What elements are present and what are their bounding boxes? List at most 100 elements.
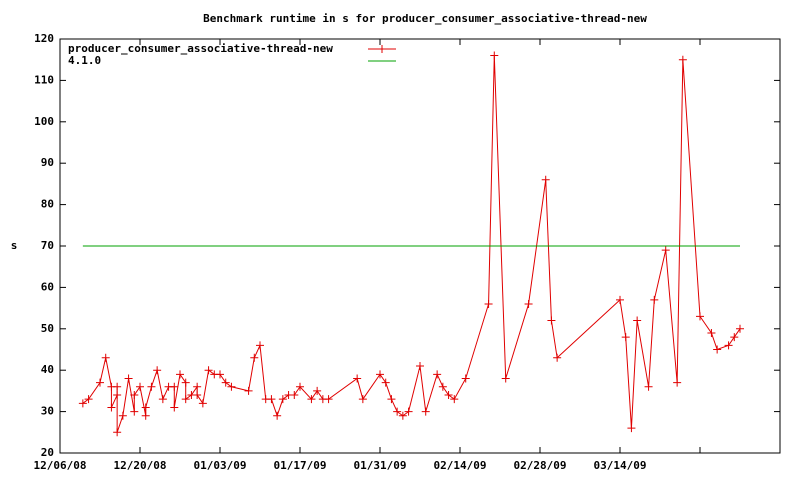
point-marker: [730, 333, 739, 342]
x-tick-label: 02/28/09: [514, 459, 567, 472]
point-marker: [244, 386, 253, 395]
x-tick-label: 12/06/08: [34, 459, 87, 472]
point-marker: [433, 370, 442, 379]
point-marker: [678, 55, 687, 64]
point-marker: [273, 411, 282, 420]
point-marker: [644, 382, 653, 391]
point-marker: [181, 395, 190, 404]
point-marker: [398, 411, 407, 420]
point-marker: [227, 382, 236, 391]
point-marker: [193, 382, 202, 391]
point-marker: [461, 374, 470, 383]
x-tick-label: 01/03/09: [194, 459, 247, 472]
point-marker: [84, 395, 93, 404]
point-marker: [221, 378, 230, 387]
point-marker: [296, 382, 304, 391]
point-marker: [113, 428, 122, 437]
point-marker: [404, 407, 413, 416]
point-marker: [381, 378, 390, 387]
y-tick-label: 20: [41, 446, 54, 459]
point-marker: [324, 395, 333, 404]
point-marker: [158, 395, 167, 404]
point-marker: [450, 395, 459, 404]
point-marker: [118, 411, 127, 420]
point-marker: [547, 316, 556, 325]
point-marker: [113, 382, 122, 391]
point-marker: [438, 382, 447, 391]
x-tick-label: 01/31/09: [354, 459, 407, 472]
y-axis-label: s: [11, 239, 18, 252]
y-tick-label: 70: [41, 239, 54, 252]
point-marker: [616, 295, 624, 304]
point-marker: [707, 328, 716, 337]
point-marker: [313, 386, 322, 395]
point-marker: [193, 391, 202, 400]
point-marker: [696, 312, 704, 321]
y-tick-label: 110: [34, 73, 54, 86]
point-marker: [198, 399, 207, 408]
y-tick-label: 100: [34, 115, 54, 128]
point-marker: [170, 403, 179, 412]
point-marker: [130, 391, 139, 400]
point-marker: [107, 403, 116, 412]
point-marker: [147, 382, 156, 391]
point-marker: [353, 374, 362, 383]
series-line: [82, 55, 741, 433]
point-marker: [490, 51, 499, 60]
point-marker: [250, 353, 259, 362]
y-tick-label: 30: [41, 405, 54, 418]
point-marker: [633, 316, 642, 325]
y-tick-label: 120: [34, 32, 54, 45]
point-marker: [650, 295, 659, 304]
point-marker: [153, 366, 162, 375]
point-marker: [113, 391, 122, 400]
point-marker: [673, 378, 682, 387]
point-marker: [376, 370, 384, 379]
point-marker: [524, 299, 533, 308]
y-tick-label: 40: [41, 363, 54, 376]
x-tick-label: 12/20/08: [114, 459, 167, 472]
y-tick-label: 60: [41, 280, 54, 293]
point-marker: [136, 382, 144, 391]
y-tick-label: 80: [41, 198, 54, 211]
point-marker: [358, 395, 367, 404]
point-marker: [96, 378, 104, 387]
point-marker: [541, 175, 550, 184]
point-marker: [444, 391, 453, 400]
point-marker: [661, 246, 670, 255]
x-tick-label: 02/14/09: [434, 459, 487, 472]
x-tick-label: 01/17/09: [274, 459, 327, 472]
point-marker: [101, 353, 110, 362]
point-marker: [78, 399, 87, 408]
point-marker: [553, 353, 562, 362]
point-marker: [421, 407, 430, 416]
point-marker: [713, 345, 722, 354]
point-marker: [627, 424, 636, 433]
point-marker: [307, 395, 316, 404]
point-marker: [181, 378, 190, 387]
legend-marker: [378, 45, 386, 53]
point-marker: [216, 370, 224, 379]
point-marker: [141, 411, 150, 420]
legend-label: 4.1.0: [68, 54, 101, 67]
point-marker: [141, 403, 150, 412]
legend-label: producer_consumer_associative-thread-new: [68, 42, 333, 55]
point-marker: [290, 391, 299, 400]
point-marker: [501, 374, 510, 383]
point-marker: [621, 333, 630, 342]
x-tick-label: 03/14/09: [594, 459, 647, 472]
point-marker: [267, 395, 276, 404]
point-marker: [393, 407, 402, 416]
point-marker: [124, 374, 133, 383]
point-marker: [130, 407, 139, 416]
y-tick-label: 50: [41, 322, 54, 335]
point-marker: [484, 299, 493, 308]
y-tick-label: 90: [41, 156, 54, 169]
point-marker: [176, 370, 184, 379]
point-marker: [170, 382, 179, 391]
point-marker: [278, 395, 287, 404]
point-marker: [416, 362, 424, 371]
point-marker: [256, 341, 264, 350]
